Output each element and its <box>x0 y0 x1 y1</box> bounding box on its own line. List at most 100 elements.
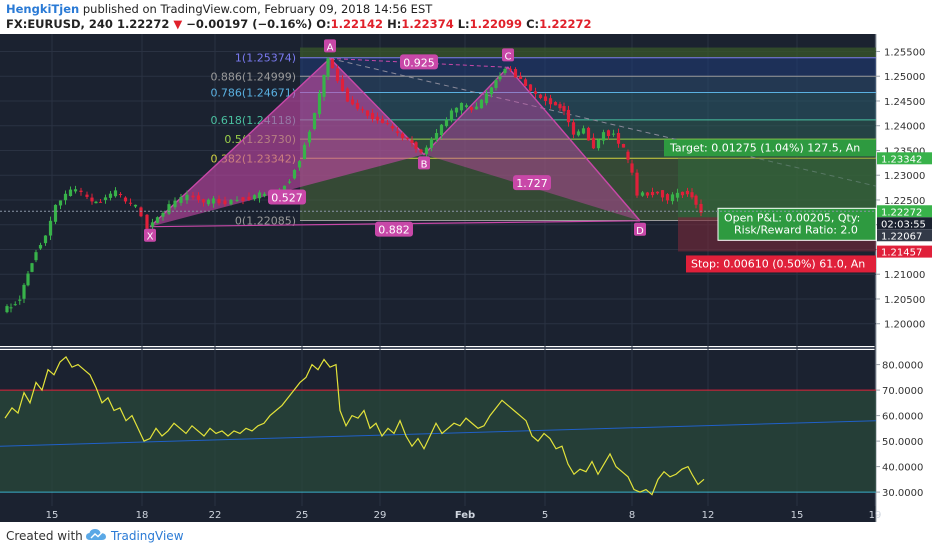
price-label-bg <box>877 205 932 218</box>
open-label: O: <box>316 17 331 31</box>
fib-zone <box>300 92 876 120</box>
target-zone <box>678 158 876 218</box>
price-label: 1.22272 <box>881 207 922 218</box>
candle-body <box>665 194 670 201</box>
candle-body <box>400 133 405 139</box>
price-tick-label: 1.20500 <box>884 295 925 306</box>
fib-label: 1(1.25374) <box>235 52 296 65</box>
candle-body <box>533 91 538 94</box>
candle-body <box>694 195 698 205</box>
price-label-bg <box>877 217 932 230</box>
candle-body <box>340 79 345 92</box>
candle-body <box>513 69 518 78</box>
price-tick-label: 1.21000 <box>884 270 925 281</box>
candle-body <box>307 131 312 143</box>
candle-body <box>191 195 195 198</box>
candle-body <box>675 192 680 198</box>
candle-body <box>474 106 479 110</box>
price-tick-label: 1.23000 <box>884 171 925 182</box>
candle-body <box>390 126 395 129</box>
candle-body <box>292 170 297 179</box>
candle-body <box>252 195 257 200</box>
time-tick-label: 12 <box>702 510 715 521</box>
candle-body <box>217 198 221 204</box>
candle-body <box>173 200 177 208</box>
candle-body <box>139 207 143 217</box>
fib-zone <box>300 47 876 58</box>
rsi-tick-label: 70.0000 <box>882 386 923 397</box>
candle-body <box>241 197 245 201</box>
price-tick-label: 1.25000 <box>884 72 925 83</box>
candle-body <box>523 79 528 86</box>
candle-body <box>85 194 89 197</box>
candle-body <box>360 108 365 111</box>
candle-body <box>262 193 267 196</box>
candle-body <box>484 93 489 104</box>
pattern-point-label: D <box>636 226 644 237</box>
rsi-tick-label: 30.0000 <box>882 488 923 499</box>
candle-body <box>98 201 103 203</box>
candle-body <box>94 201 98 204</box>
candle-body <box>317 93 322 115</box>
candle-body <box>459 102 464 111</box>
price-label: 02:03:55 <box>881 219 926 230</box>
candle-body <box>211 198 216 204</box>
candle-body <box>655 191 660 194</box>
candle-body <box>103 197 108 201</box>
candle-body <box>685 190 690 195</box>
candle-body <box>145 214 149 229</box>
candle-body <box>38 244 43 249</box>
rsi-line <box>4 356 705 496</box>
candle-body <box>489 87 494 95</box>
rr-label: Risk/Reward Ratio: 2.0 <box>734 223 858 236</box>
pattern-legs <box>149 57 641 228</box>
pattern-point-badge <box>502 48 514 62</box>
candle-body <box>434 133 439 140</box>
candle-body <box>454 107 459 113</box>
pattern-point-label: C <box>505 51 512 62</box>
candle-body <box>650 191 655 196</box>
price-tick-label: 1.22500 <box>884 196 925 207</box>
candle-body <box>161 212 165 217</box>
rsi-tick-label: 60.0000 <box>882 412 923 423</box>
candle-body <box>419 149 423 153</box>
pattern-point-badge <box>418 156 430 170</box>
candle-body <box>464 105 469 108</box>
time-tick-label: 8 <box>629 510 635 521</box>
candle-body <box>150 222 155 227</box>
time-tick-label: 25 <box>296 510 309 521</box>
price-chart[interactable]: 1(1.25374) 0.886(1.24999) 0.786(1.24671) 0.… <box>0 34 932 522</box>
candle-body <box>576 131 581 136</box>
target-label: Target: 0.01275 (1.04%) 127.5, An <box>669 141 860 154</box>
candle-body <box>680 191 685 196</box>
candle-body <box>9 307 13 309</box>
candle-body <box>73 189 78 192</box>
candle-body <box>365 110 370 116</box>
candle-body <box>566 109 571 123</box>
price-label: 1.21457 <box>881 248 922 259</box>
author-link[interactable]: HengkiTjen <box>6 2 80 16</box>
time-tick-label: 29 <box>374 510 387 521</box>
price-axis-bg <box>876 34 932 522</box>
candle-body <box>645 192 650 196</box>
candle-body <box>118 194 123 196</box>
candle-body <box>355 103 360 109</box>
candle-body <box>26 273 30 286</box>
pattern-ratio-badge <box>400 54 438 70</box>
tradingview-brand[interactable]: TradingView <box>111 529 184 543</box>
candle-body <box>375 116 380 121</box>
candle-body <box>586 127 591 141</box>
candle-body <box>58 200 63 206</box>
candle-body <box>53 204 58 222</box>
candle-body <box>297 161 302 168</box>
price-tick-label: 1.25500 <box>884 47 925 58</box>
candle-body <box>43 235 48 244</box>
pattern-ratio-label: 1.727 <box>516 177 548 190</box>
candle-body <box>699 203 703 213</box>
time-tick-label: Feb <box>455 510 475 521</box>
candle-body <box>257 192 262 199</box>
candle-body <box>5 306 9 313</box>
price-label-bg <box>877 229 932 242</box>
fib-label: 0(1.22085) <box>235 215 296 228</box>
candle-body <box>518 76 523 80</box>
